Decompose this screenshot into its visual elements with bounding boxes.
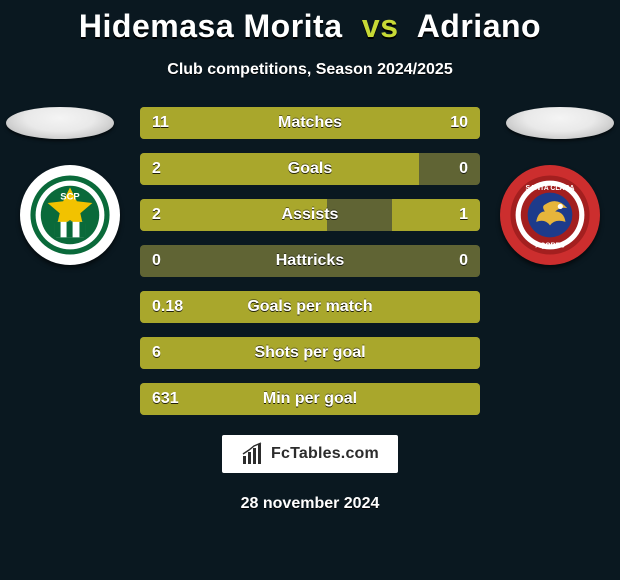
stat-fill-left (140, 383, 480, 415)
stat-track (140, 245, 480, 277)
stat-fill-left (140, 107, 310, 139)
stat-row: 2Goals0 (140, 153, 480, 185)
stat-fill-left (140, 153, 419, 185)
svg-text:SCP: SCP (60, 192, 79, 203)
stat-fill-left (140, 291, 480, 323)
stat-row: 631Min per goal (140, 383, 480, 415)
svg-text:SANTA CLARA: SANTA CLARA (526, 185, 575, 192)
stat-bars: 11Matches10 2Goals0 2Assists1 0Hattricks0 0.… (140, 107, 480, 415)
brand-text: FcTables.com (271, 445, 379, 463)
date-text: 28 november 2024 (0, 495, 620, 513)
stat-fill-left (140, 337, 480, 369)
stat-fill-left (140, 199, 327, 231)
sporting-cp-icon: SCP (27, 172, 113, 258)
brand-badge: FcTables.com (222, 435, 398, 473)
player2-name: Adriano (417, 8, 541, 44)
comparison-title: Hidemasa Morita vs Adriano (0, 0, 620, 45)
stat-fill-right (310, 107, 480, 139)
pedestal-right (506, 107, 614, 139)
pedestal-left (6, 107, 114, 139)
subtitle: Club competitions, Season 2024/2025 (0, 61, 620, 79)
club-badge-right: SANTA CLARA AÇORES (500, 165, 600, 265)
club-badge-left: SCP (20, 165, 120, 265)
stat-row: 11Matches10 (140, 107, 480, 139)
santa-clara-icon: SANTA CLARA AÇORES (507, 172, 593, 258)
stat-row: 0Hattricks0 (140, 245, 480, 277)
stat-fill-right (392, 199, 480, 231)
svg-text:AÇORES: AÇORES (535, 243, 565, 250)
stat-row: 2Assists1 (140, 199, 480, 231)
stat-row: 0.18Goals per match (140, 291, 480, 323)
comparison-arena: SCP SANTA CLARA AÇORES 11Matches10 2Goals… (0, 107, 620, 417)
vs-separator: vs (352, 8, 409, 44)
fctables-logo-icon (241, 442, 265, 466)
stat-row: 6Shots per goal (140, 337, 480, 369)
player1-name: Hidemasa Morita (79, 8, 343, 44)
